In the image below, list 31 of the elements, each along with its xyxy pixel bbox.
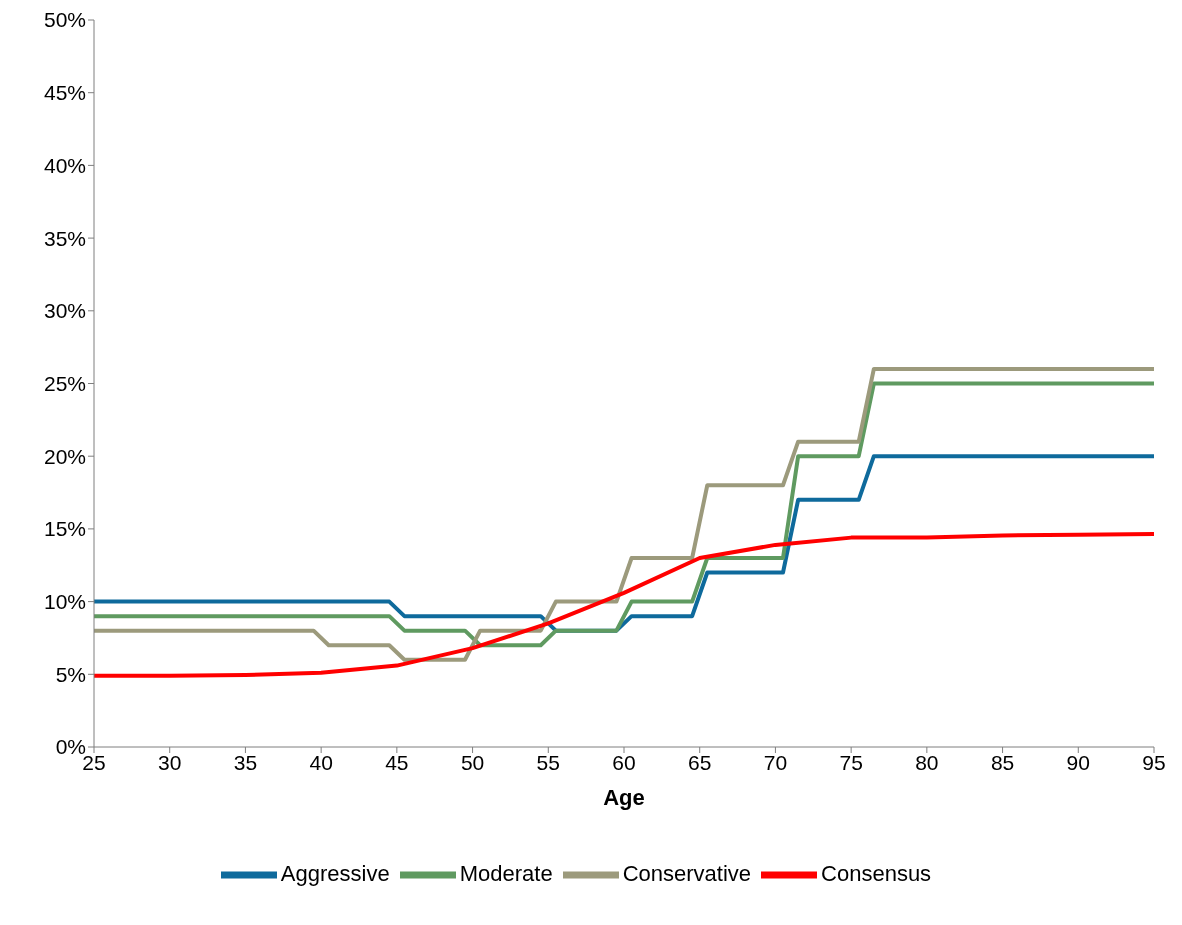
x-tick-label: 40	[309, 750, 333, 774]
y-tick-label: 40%	[43, 153, 86, 177]
x-tick-label: 50	[460, 750, 485, 774]
y-tick-label: 10%	[43, 590, 86, 614]
legend-label: Conservative	[622, 860, 752, 886]
y-tick-label: 25%	[43, 371, 86, 395]
x-tick-label: 90	[1066, 750, 1090, 774]
x-tick-label: 70	[763, 750, 788, 774]
y-tick-label: 5%	[55, 662, 86, 686]
y-tick-label: 45%	[43, 81, 86, 105]
x-tick-label: 80	[915, 750, 939, 774]
x-tick-label: 45	[385, 750, 409, 774]
legend-label: Aggressive	[280, 860, 390, 886]
x-tick-label: 35	[233, 750, 258, 774]
x-axis-title: Age	[603, 785, 645, 810]
y-tick-label: 15%	[43, 517, 86, 541]
x-tick-label: 30	[158, 750, 182, 774]
y-tick-label: 35%	[43, 226, 86, 250]
legend-label: Consensus	[821, 860, 932, 886]
x-tick-label: 65	[688, 750, 712, 774]
legend-label: Moderate	[459, 860, 553, 886]
x-tick-label: 55	[536, 750, 560, 774]
x-tick-label: 85	[990, 750, 1015, 774]
y-tick-label: 50%	[43, 8, 86, 32]
x-tick-label: 75	[839, 750, 863, 774]
x-tick-label: 95	[1142, 750, 1166, 774]
y-tick-label: 30%	[43, 299, 86, 323]
line-series	[94, 454, 1154, 633]
line-series	[94, 531, 1154, 678]
y-tick-label: 20%	[43, 444, 86, 468]
x-tick-label: 60	[612, 750, 636, 774]
